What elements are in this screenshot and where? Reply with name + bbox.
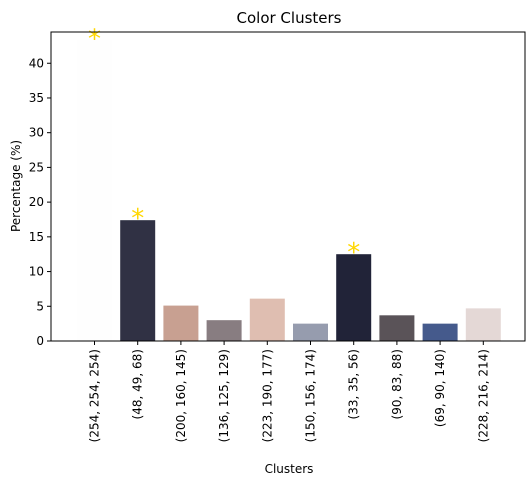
x-tick-label-1: (48, 49, 68)	[131, 349, 145, 419]
y-tick-label-0: 0	[36, 334, 44, 348]
chart-title: Color Clusters	[237, 9, 342, 27]
highlight-star-6: *	[347, 238, 360, 268]
y-tick-label-10: 10	[29, 265, 44, 279]
x-axis-title: Clusters	[265, 462, 314, 476]
x-tick-label-5: (150, 156, 174)	[304, 349, 318, 442]
bar-9	[465, 308, 501, 341]
bars-group	[77, 40, 501, 341]
bar-8	[422, 323, 458, 341]
x-tick-label-6: (33, 35, 56)	[347, 349, 361, 419]
highlight-star-0: *	[88, 24, 101, 54]
bar-2	[163, 305, 199, 341]
x-tick-label-3: (136, 125, 129)	[217, 349, 231, 442]
bar-4	[249, 298, 285, 341]
x-tick-label-8: (69, 90, 140)	[433, 349, 447, 427]
bar-5	[293, 323, 328, 341]
x-axis: (254, 254, 254) (48, 49, 68) (200, 160, 14…	[88, 341, 490, 442]
x-tick-label-7: (90, 83, 88)	[390, 349, 404, 419]
y-tick-label-30: 30	[29, 126, 44, 140]
y-tick-label-35: 35	[29, 91, 44, 105]
bar-6	[336, 254, 372, 341]
y-axis: 0 5 10 15 20 25 30 35 40	[29, 56, 51, 348]
bar-7	[379, 315, 415, 341]
plot-frame	[50, 31, 526, 342]
y-axis-title: Percentage (%)	[9, 140, 23, 232]
x-tick-label-0: (254, 254, 254)	[88, 349, 102, 442]
bar-3	[206, 320, 242, 341]
y-tick-label-15: 15	[29, 230, 44, 244]
y-tick-label-20: 20	[29, 195, 44, 209]
bar-0	[77, 40, 112, 341]
highlight-star-1: *	[131, 204, 144, 234]
x-tick-label-2: (200, 160, 145)	[174, 349, 188, 442]
y-tick-label-5: 5	[36, 299, 44, 313]
x-tick-label-4: (223, 190, 177)	[260, 349, 274, 442]
y-tick-label-25: 25	[29, 160, 44, 174]
x-tick-label-9: (228, 216, 214)	[476, 349, 490, 442]
y-tick-label-40: 40	[29, 56, 44, 70]
bar-1	[120, 220, 156, 341]
